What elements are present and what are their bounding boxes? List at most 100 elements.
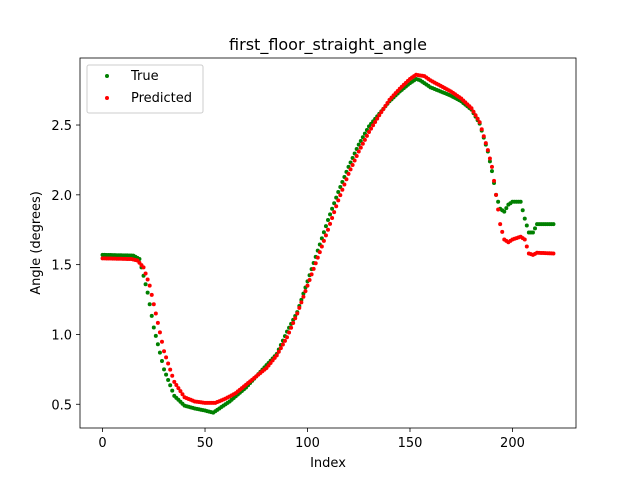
data-point bbox=[498, 222, 503, 227]
data-point bbox=[518, 199, 523, 204]
data-point bbox=[502, 209, 507, 214]
data-point bbox=[153, 333, 158, 338]
data-point bbox=[383, 104, 388, 109]
data-point bbox=[289, 325, 294, 330]
data-point bbox=[305, 283, 310, 288]
y-axis-label: Angle (degrees) bbox=[29, 191, 44, 295]
data-point bbox=[276, 349, 281, 354]
data-point bbox=[334, 195, 339, 200]
data-point bbox=[524, 223, 529, 228]
x-tick-label: 200 bbox=[500, 436, 525, 451]
data-point bbox=[340, 187, 345, 192]
data-point bbox=[485, 148, 490, 153]
data-point bbox=[332, 210, 337, 215]
data-point bbox=[496, 207, 501, 212]
data-point bbox=[371, 123, 376, 128]
data-point bbox=[321, 230, 326, 235]
legend-marker-true bbox=[105, 74, 109, 78]
data-point bbox=[377, 113, 382, 118]
data-point bbox=[178, 389, 183, 394]
data-point bbox=[492, 178, 497, 183]
data-point bbox=[358, 145, 363, 150]
data-point bbox=[321, 238, 326, 243]
data-point bbox=[500, 229, 505, 234]
data-point bbox=[522, 216, 527, 221]
data-point bbox=[336, 198, 341, 203]
data-point bbox=[280, 342, 285, 347]
data-point bbox=[317, 250, 322, 255]
data-point bbox=[145, 277, 150, 282]
data-point bbox=[174, 383, 179, 387]
data-point bbox=[352, 158, 357, 163]
data-point bbox=[149, 313, 154, 318]
data-point bbox=[362, 137, 367, 142]
data-point bbox=[344, 177, 349, 182]
data-point bbox=[155, 320, 160, 325]
data-point bbox=[489, 169, 494, 174]
data-point bbox=[379, 110, 384, 115]
data-point bbox=[285, 335, 290, 340]
data-point bbox=[309, 272, 314, 277]
data-point bbox=[489, 164, 494, 169]
data-point bbox=[473, 113, 478, 118]
data-point bbox=[282, 338, 287, 343]
data-point bbox=[328, 212, 333, 217]
data-point bbox=[551, 251, 556, 256]
data-point bbox=[299, 300, 304, 305]
data-point bbox=[170, 373, 175, 378]
data-point bbox=[168, 367, 173, 372]
data-point bbox=[153, 311, 158, 316]
data-points bbox=[100, 72, 556, 415]
data-point bbox=[176, 386, 181, 391]
data-point bbox=[164, 372, 169, 377]
data-point bbox=[477, 120, 482, 125]
data-point bbox=[168, 383, 173, 388]
data-point bbox=[381, 107, 386, 112]
x-tick-label: 0 bbox=[98, 436, 106, 451]
data-point bbox=[481, 134, 486, 139]
data-point bbox=[471, 109, 476, 114]
data-point bbox=[358, 138, 363, 143]
data-point bbox=[323, 224, 328, 229]
data-point bbox=[164, 355, 169, 360]
x-axis-label: Index bbox=[310, 456, 346, 471]
data-point bbox=[166, 377, 171, 382]
data-point bbox=[319, 244, 324, 249]
data-point bbox=[338, 185, 343, 190]
data-point bbox=[326, 217, 330, 222]
plot-area bbox=[80, 58, 576, 428]
data-point bbox=[293, 316, 298, 321]
data-point bbox=[369, 126, 374, 131]
data-point bbox=[330, 216, 335, 221]
data-point bbox=[348, 167, 353, 172]
y-tick-label: 1.0 bbox=[51, 328, 72, 343]
data-point bbox=[155, 342, 160, 347]
data-point bbox=[301, 294, 306, 299]
data-point bbox=[520, 208, 525, 213]
data-point bbox=[494, 192, 499, 197]
data-point bbox=[483, 141, 488, 146]
data-point bbox=[297, 305, 302, 310]
legend-label-true: True bbox=[130, 69, 159, 84]
data-point bbox=[307, 278, 312, 282]
data-point bbox=[342, 182, 347, 187]
data-point bbox=[326, 227, 330, 232]
data-point bbox=[166, 361, 171, 366]
data-point bbox=[487, 159, 492, 164]
data-point bbox=[145, 290, 150, 295]
data-point bbox=[487, 156, 492, 161]
data-point bbox=[295, 311, 300, 316]
data-point bbox=[330, 206, 335, 211]
data-point bbox=[172, 379, 177, 384]
y-tick-label: 0.5 bbox=[51, 398, 72, 413]
data-point bbox=[287, 330, 292, 335]
data-point bbox=[504, 206, 509, 211]
data-point bbox=[328, 221, 333, 226]
y-tick-label: 2.0 bbox=[51, 189, 72, 204]
data-point bbox=[360, 141, 365, 146]
data-point bbox=[551, 222, 556, 227]
series-predicted bbox=[100, 72, 556, 405]
data-point bbox=[346, 171, 351, 176]
data-point bbox=[524, 244, 529, 249]
